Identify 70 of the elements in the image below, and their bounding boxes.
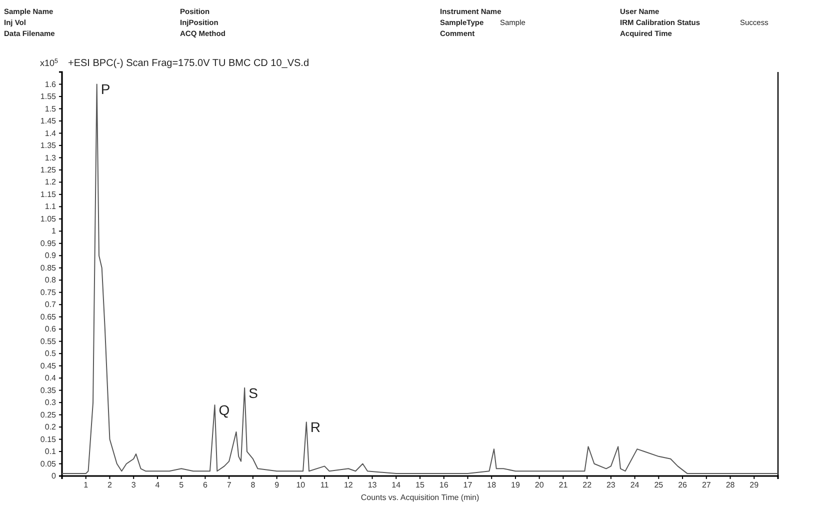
y-tick-label: 0.75: [40, 288, 57, 297]
x-tick-label: 22: [582, 480, 592, 490]
y-tick-label: 0: [52, 472, 57, 481]
x-tick-label: 12: [344, 480, 354, 490]
y-tick-label: 0.25: [40, 410, 57, 420]
y-tick-label: 0.65: [40, 312, 57, 322]
line-series: [62, 84, 778, 474]
x-tick-label: 16: [439, 480, 449, 490]
y-tick-label: 1.2: [44, 178, 57, 187]
x-tick-label: 5: [179, 480, 184, 490]
annotation: S: [248, 384, 258, 401]
y-tick-label: 1.35: [40, 141, 57, 150]
y-tick-label: 1.6: [44, 80, 57, 89]
x-tick-label: 3: [131, 480, 136, 490]
x-tick-label: 11: [320, 480, 330, 490]
x-tick-label: 23: [606, 480, 616, 490]
y-tick-label: 1.15: [40, 190, 57, 199]
x-tick-label: 9: [274, 480, 280, 490]
y-tick-label: 1.45: [40, 116, 57, 126]
y-tick-label: 0.9: [44, 251, 57, 260]
y-tick-label: 0.6: [44, 324, 57, 334]
annotation: P: [100, 81, 110, 98]
y-axis-title: x10$^{5}$: [40, 58, 58, 68]
x-tick-label: 28: [726, 480, 736, 490]
y-tick-label: 0.55: [40, 336, 57, 346]
y-tick-label: 0.3: [44, 398, 57, 408]
y-tick-label: 1.05: [40, 214, 57, 224]
y-tick-label: 1.55: [40, 92, 57, 102]
x-axis-title: Counts vs. Acquisition Time (min): [360, 493, 480, 502]
x-tick-label: 13: [368, 480, 378, 490]
y-tick-label: 0.2: [44, 422, 57, 432]
x-tick-label: 25: [654, 480, 664, 490]
x-tick-label: 21: [558, 480, 568, 490]
y-tick-label: 0.5: [44, 349, 57, 358]
y-tick-label: 0.45: [40, 361, 57, 370]
y-tick-label: 1.4: [44, 128, 57, 138]
y-tick-label: 1.5: [44, 104, 57, 114]
x-tick-label: 19: [511, 480, 520, 490]
y-tick-label: 0.85: [40, 263, 57, 272]
x-tick-label: 15: [416, 480, 425, 490]
x-tick-label: 7: [226, 480, 232, 490]
annotation: Q: [218, 402, 230, 418]
y-tick-label: 0.7: [44, 300, 57, 310]
x-tick-label: 26: [678, 480, 688, 490]
y-tick-label: 0.4: [44, 374, 57, 383]
x-tick-label: 4: [155, 480, 160, 490]
y-tick-label: 1.1: [44, 202, 57, 212]
x-tick-label: 20: [534, 480, 544, 490]
x-tick-label: 29: [750, 480, 760, 490]
y-tick-label: 0.35: [40, 386, 57, 395]
x-tick-label: 6: [202, 480, 208, 490]
x-tick-label: 18: [487, 480, 497, 490]
y-tick-label: 0.1: [44, 447, 57, 456]
y-tick-label: 1: [52, 226, 57, 236]
y-tick-label: 0.8: [44, 276, 57, 285]
x-tick-label: 24: [630, 480, 640, 490]
x-tick-label: 1: [84, 480, 89, 490]
y-tick-label: 0.95: [40, 238, 57, 248]
x-tick-label: 14: [392, 480, 402, 490]
y-tick-label: 1.25: [40, 166, 57, 174]
x-tick-label: 8: [250, 480, 256, 490]
y-tick-label: 0.05: [40, 459, 57, 468]
x-tick-label: 17: [463, 480, 473, 490]
x-tick-label: 2: [108, 480, 113, 490]
chart-title: +ESI BPC(-) Scan Frag=175.0V TU BMC CD 10_VS.d: [68, 58, 310, 69]
annotation: R: [310, 419, 321, 436]
x-tick-label: 27: [702, 480, 712, 490]
y-tick-label: 1.3: [44, 153, 57, 162]
x-tick-label: 10: [296, 480, 306, 490]
y-tick-label: 0.15: [40, 434, 57, 444]
